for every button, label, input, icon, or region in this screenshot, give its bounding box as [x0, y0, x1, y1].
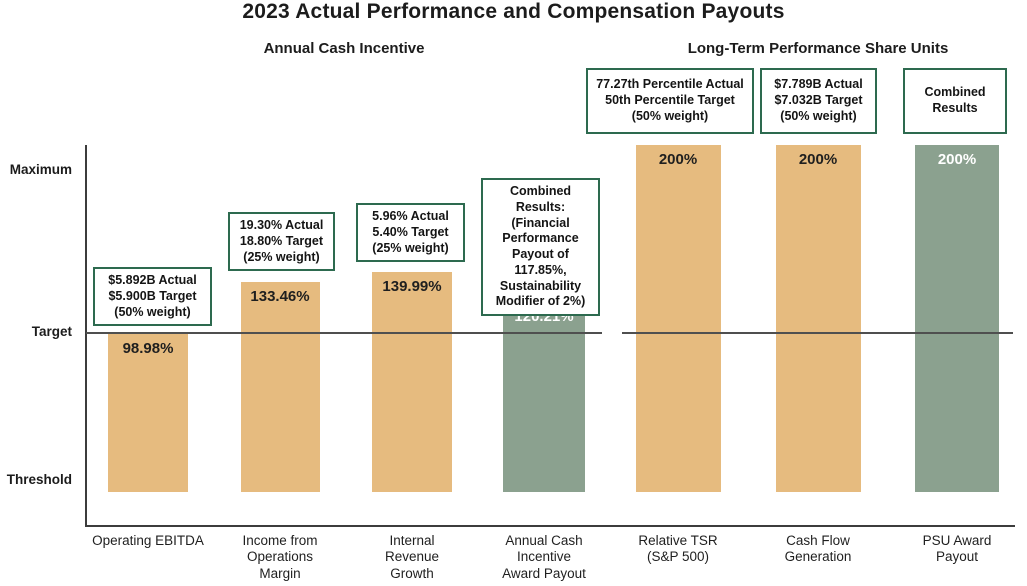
annotation-box: Combined Results	[903, 68, 1007, 134]
category-label: PSU Award Payout	[922, 533, 992, 565]
bar-relative-tsr-s-p-500-	[635, 145, 721, 492]
section-header-annual-cash-incentive: Annual Cash Incentive	[263, 40, 425, 57]
bar-value-label: 133.46%	[250, 287, 310, 305]
bar-operating-ebitda	[108, 333, 188, 492]
category-label: Cash Flow Generation	[784, 533, 852, 565]
section-header-long-term-psu: Long-Term Performance Share Units	[687, 40, 949, 57]
annotation-box: $7.789B Actual $7.032B Target (50% weigh…	[760, 68, 877, 134]
x-axis-line	[85, 525, 1015, 527]
target-line-left-segment	[86, 332, 602, 334]
bar-value-label: 98.98%	[122, 339, 174, 357]
category-label: Income from Operations Margin	[242, 533, 318, 581]
chart-title: 2023 Actual Performance and Compensation…	[242, 0, 785, 23]
category-label: Relative TSR (S&P 500)	[638, 533, 718, 565]
y-axis-label-target: Target	[31, 324, 72, 339]
category-label: Annual Cash Incentive Award Payout	[502, 533, 586, 581]
annotation-box: 5.96% Actual 5.40% Target (25% weight)	[356, 203, 465, 263]
category-label: Internal Revenue Growth	[384, 533, 440, 581]
category-label: Operating EBITDA	[92, 533, 204, 548]
bar-value-label: 200%	[658, 151, 698, 168]
bar-value-label: 200%	[937, 151, 977, 168]
y-axis-line	[85, 145, 87, 527]
bar-annual-cash-incentive-award-payout	[503, 301, 585, 492]
bar-income-from-operations-margin	[240, 281, 320, 492]
bar-value-label: 139.99%	[382, 278, 442, 295]
bar-value-label: 200%	[798, 151, 838, 168]
y-axis-label-maximum: Maximum	[9, 162, 72, 177]
annotation-box: 19.30% Actual 18.80% Target (25% weight)	[228, 212, 335, 272]
annotation-box: $5.892B Actual $5.900B Target (50% weigh…	[93, 267, 212, 327]
bar-internal-revenue-growth	[372, 272, 452, 492]
y-axis-label-threshold: Threshold	[6, 472, 72, 487]
bar-psu-award-payout	[915, 145, 999, 492]
bar-cash-flow-generation	[775, 145, 861, 492]
annotation-box: 77.27th Percentile Actual 50th Percentil…	[586, 68, 754, 134]
target-line-right-segment	[622, 332, 1013, 334]
annotation-box: Combined Results: (Financial Performance…	[481, 178, 600, 316]
